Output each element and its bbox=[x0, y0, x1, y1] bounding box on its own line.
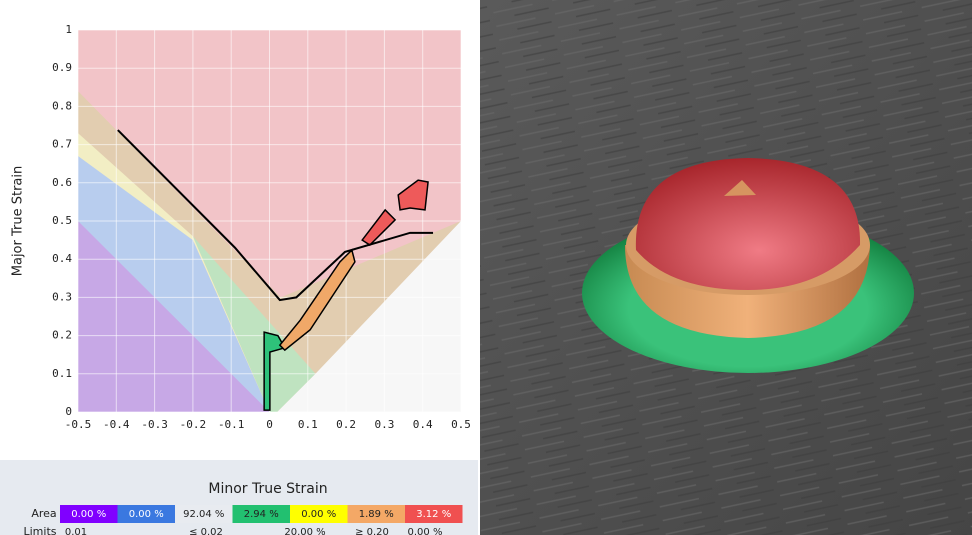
x-tick-label: 0 bbox=[266, 418, 273, 431]
limit-value: ≤ 0.02 bbox=[189, 527, 223, 535]
strain-region bbox=[278, 248, 356, 352]
y-axis-label: Major True Strain bbox=[11, 166, 26, 276]
y-tick-label: 1 bbox=[65, 23, 72, 36]
viewport-3d bbox=[480, 0, 972, 535]
zone bbox=[192, 236, 316, 412]
area-cell bbox=[290, 505, 348, 523]
x-tick-label: 0.3 bbox=[374, 418, 394, 431]
x-tick-label: -0.2 bbox=[180, 418, 207, 431]
area-label: Area bbox=[31, 507, 56, 520]
y-tick-label: 0.5 bbox=[52, 214, 72, 227]
x-tick-label: 0.2 bbox=[336, 418, 356, 431]
area-cell bbox=[117, 505, 175, 523]
zone bbox=[277, 221, 461, 412]
y-tick-label: 0 bbox=[65, 405, 72, 418]
limit-value: 0.01 bbox=[65, 527, 87, 535]
x-tick-label: 0.5 bbox=[451, 418, 471, 431]
x-tick-label: 0.4 bbox=[413, 418, 433, 431]
strain-region bbox=[397, 179, 429, 211]
limit-value: 0.00 % bbox=[408, 527, 443, 535]
area-cell bbox=[347, 505, 405, 523]
x-tick-label: 0.1 bbox=[298, 418, 318, 431]
y-tick-label: 0.8 bbox=[52, 99, 72, 112]
y-tick-label: 0.9 bbox=[52, 61, 72, 74]
area-value: 0.00 % bbox=[301, 509, 336, 520]
x-tick-label: -0.4 bbox=[103, 418, 130, 431]
x-axis-label: Minor True Strain bbox=[208, 481, 327, 497]
forming-limit-curve bbox=[117, 129, 434, 302]
area-cell bbox=[60, 505, 118, 523]
limit-value: ≥ 0.20 bbox=[355, 527, 389, 535]
area-value: 0.00 % bbox=[71, 509, 106, 520]
limits-label: Limits bbox=[24, 525, 57, 535]
y-tick-label: 0.2 bbox=[52, 329, 72, 342]
x-tick-label: -0.5 bbox=[65, 418, 92, 431]
area-value: 1.89 % bbox=[359, 509, 394, 520]
area-value: 92.04 % bbox=[183, 509, 224, 520]
legend-panel bbox=[0, 460, 478, 535]
area-value: 3.12 % bbox=[416, 509, 451, 520]
limit-value: 20.00 % bbox=[284, 527, 325, 535]
area-value: 2.94 % bbox=[244, 509, 279, 520]
area-cell bbox=[232, 505, 290, 523]
area-cell bbox=[175, 505, 233, 523]
y-tick-label: 0.7 bbox=[52, 138, 72, 151]
x-tick-label: -0.1 bbox=[218, 418, 245, 431]
y-tick-label: 0.4 bbox=[52, 252, 72, 265]
area-value: 0.00 % bbox=[129, 509, 164, 520]
y-tick-label: 0.6 bbox=[52, 176, 72, 189]
area-cell bbox=[405, 505, 463, 523]
y-tick-label: 0.3 bbox=[52, 290, 72, 303]
strain-region bbox=[263, 331, 286, 411]
zone bbox=[78, 221, 270, 412]
strain-region bbox=[361, 208, 397, 247]
y-tick-label: 0.1 bbox=[52, 367, 72, 380]
x-tick-label: -0.3 bbox=[141, 418, 168, 431]
